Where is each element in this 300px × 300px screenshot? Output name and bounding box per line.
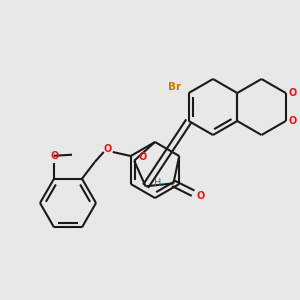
Text: Br: Br	[168, 82, 181, 92]
Text: O: O	[103, 144, 112, 154]
Text: O: O	[138, 152, 146, 162]
Text: O: O	[51, 151, 59, 161]
Text: O: O	[289, 88, 297, 98]
Text: O: O	[197, 191, 205, 201]
Text: H: H	[154, 178, 161, 188]
Text: O: O	[289, 116, 297, 126]
